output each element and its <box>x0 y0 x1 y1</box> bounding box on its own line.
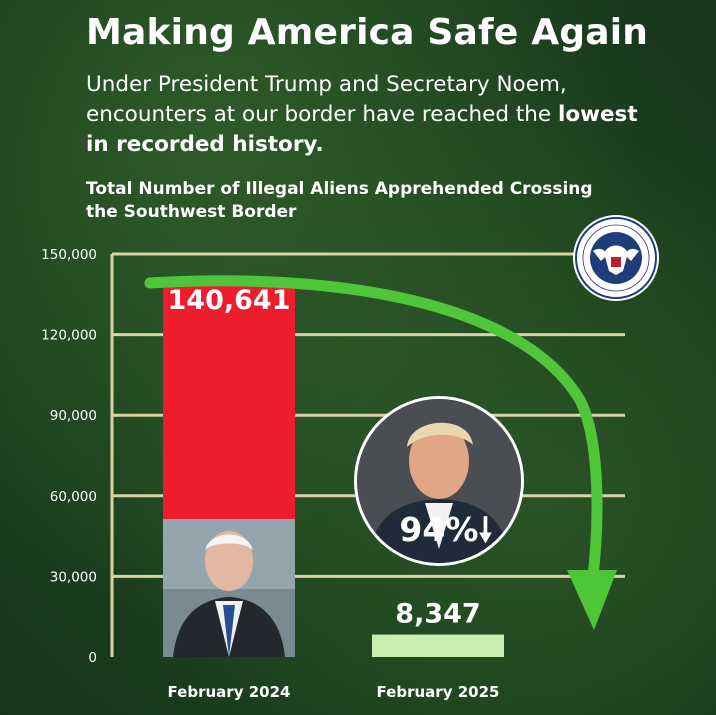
y-axis: 0 30,000 60,000 90,000 120,000 150,000 <box>41 247 114 666</box>
decline-arrow <box>144 275 603 591</box>
chart-title: Total Number of Illegal Aliens Apprehend… <box>86 179 593 222</box>
bar-labels: 140,641 8,347 <box>168 285 481 629</box>
y-tick-label: 60,000 <box>50 489 97 505</box>
y-tick-label: 120,000 <box>41 328 97 344</box>
photo-biden <box>163 519 295 657</box>
y-tick-label: 0 <box>88 650 97 666</box>
page-title: Making America Safe Again <box>86 12 649 53</box>
subtitle-text: Under President Trump and Secretary Noem… <box>86 72 567 127</box>
y-tick-label: 30,000 <box>50 569 97 585</box>
photo-trump <box>354 396 524 566</box>
bar <box>372 634 504 657</box>
dhs-seal-icon <box>571 213 661 303</box>
x-tick-label: February 2025 <box>377 683 500 701</box>
x-axis-labels: February 2024 February 2025 <box>168 683 500 701</box>
y-tick-label: 150,000 <box>41 247 97 263</box>
down-arrow-icon: 🠗 <box>478 510 493 549</box>
page-subtitle: Under President Trump and Secretary Noem… <box>86 70 646 160</box>
decline-percent: 94% <box>399 510 479 549</box>
decline-badge: 94%🠗 <box>386 506 506 562</box>
bar-value-label: 140,641 <box>168 285 291 316</box>
y-tick-label: 90,000 <box>50 408 97 424</box>
bar-value-label: 8,347 <box>395 599 480 630</box>
x-tick-label: February 2024 <box>168 683 291 701</box>
decline-arrowhead <box>567 570 617 630</box>
subtitle-emphasis: lowest in recorded history. <box>86 102 638 157</box>
